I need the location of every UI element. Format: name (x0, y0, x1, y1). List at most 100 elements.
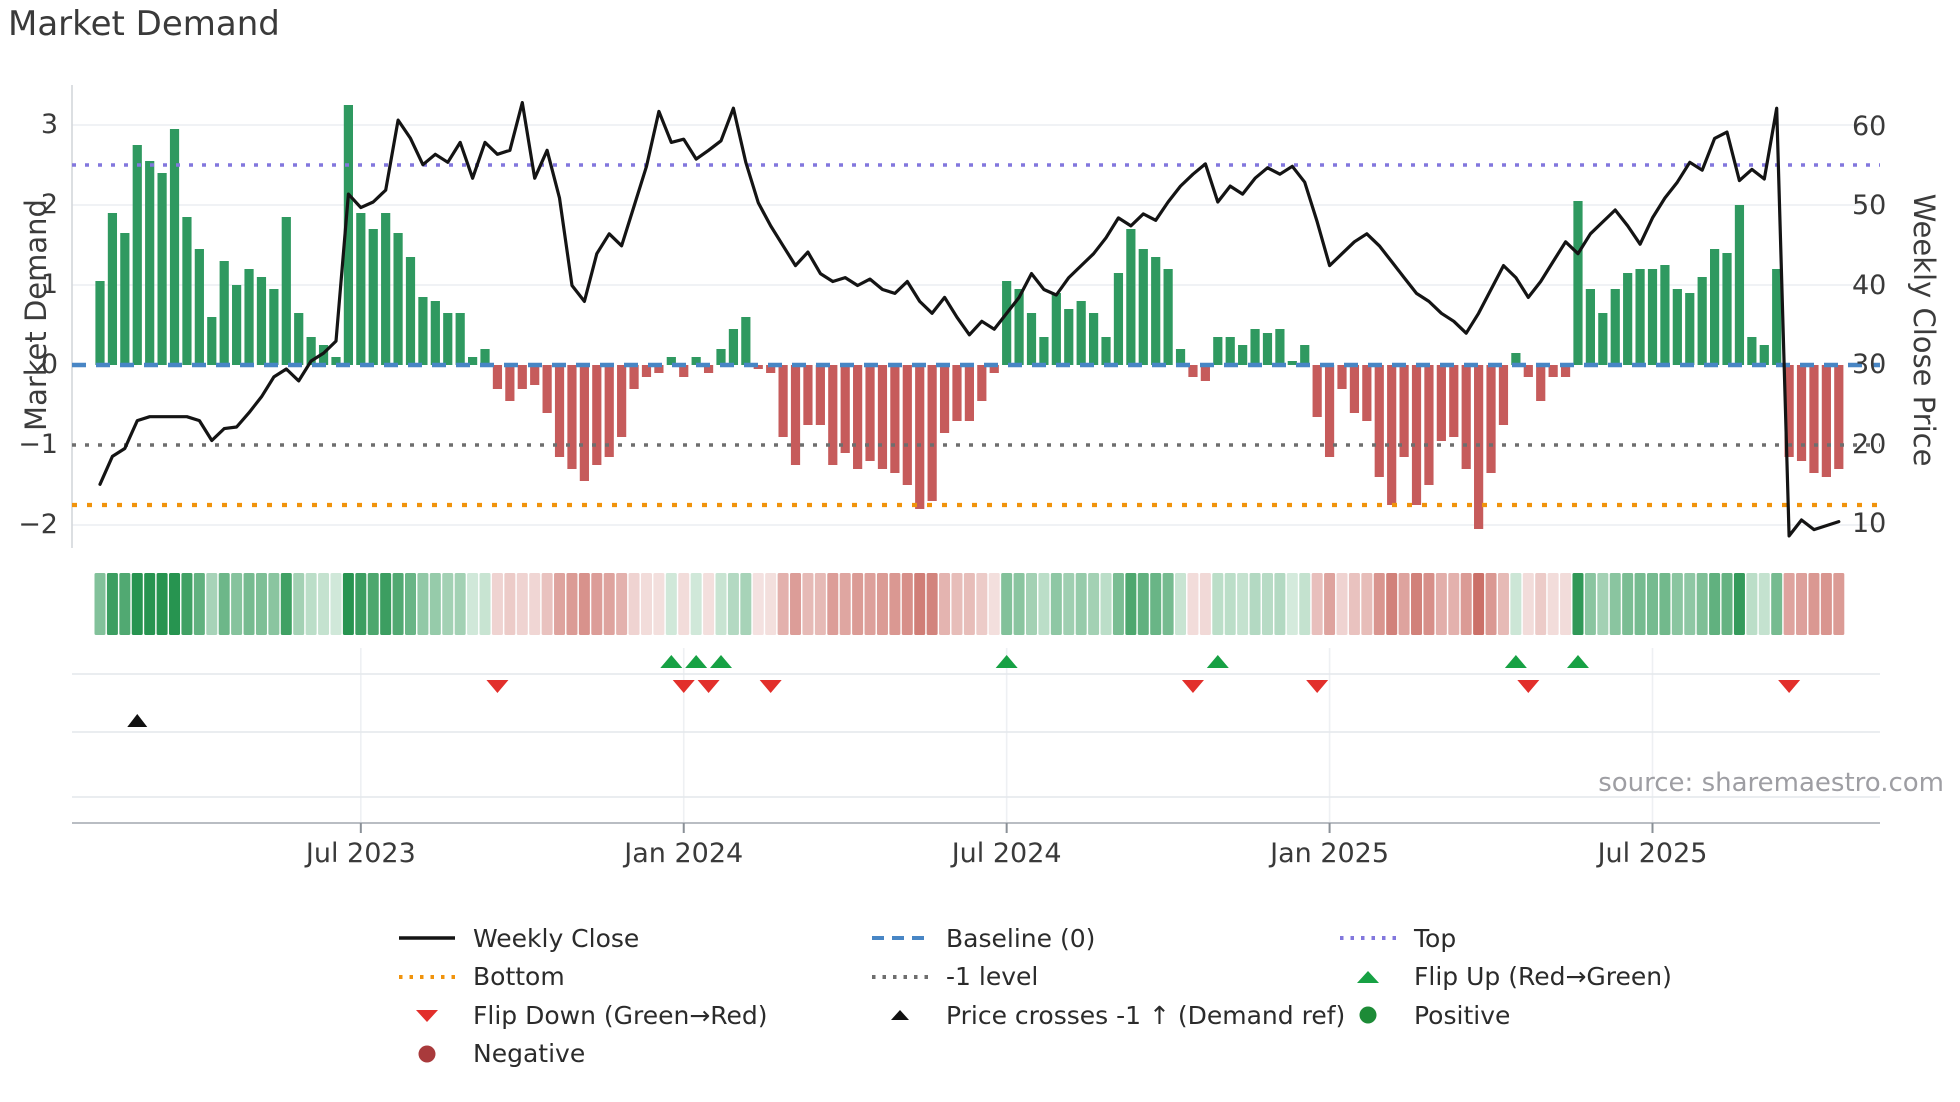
heatmap-cell (1547, 573, 1559, 635)
source-credit: source: sharemaestro.com (1598, 768, 1944, 798)
heatmap-cell (1299, 573, 1311, 635)
heatmap-cell (1348, 573, 1360, 635)
heatmap-cell (1274, 573, 1286, 635)
left-axis-title: Market Demand (19, 199, 53, 431)
legend-flip-up: Flip Up (Red→Green) (1336, 962, 1672, 992)
heatmap-cell (1162, 573, 1174, 635)
heatmap-cell (1721, 573, 1733, 635)
heatmap-cell (852, 573, 864, 635)
heatmap-cell (1659, 573, 1671, 635)
heatmap-cell (1460, 573, 1472, 635)
heatmap-cell (429, 573, 441, 635)
demand-bar-positive (194, 249, 204, 365)
demand-bar-positive (405, 257, 416, 365)
demand-bar-positive (1175, 349, 1186, 365)
heatmap-cell (839, 573, 851, 635)
heatmap-cell (392, 573, 404, 635)
flip-up-marker (660, 655, 683, 668)
demand-bar-negative (505, 365, 515, 401)
reference-lines (72, 163, 1880, 508)
demand-bar-positive (343, 105, 353, 365)
demand-bar-positive (107, 213, 118, 365)
left-tick-label: 3 (40, 109, 58, 140)
heatmap-cell (504, 573, 516, 635)
demand-bar-positive (728, 329, 739, 365)
legend-weekly-close-label: Weekly Close (473, 923, 640, 953)
demand-bar-negative (1834, 365, 1844, 469)
demand-bar-positive (145, 161, 155, 365)
demand-bar-negative (492, 365, 503, 389)
heatmap-cell (318, 573, 330, 635)
heatmap-cell (94, 573, 106, 635)
page-title: Market Demand (8, 4, 280, 44)
demand-bar-negative (604, 365, 614, 457)
demand-bar-negative (1498, 365, 1509, 425)
heatmap-cell (1411, 573, 1423, 635)
heatmap-cell (193, 573, 205, 635)
flip-down-marker (486, 680, 509, 693)
demand-bar-positive (1772, 269, 1782, 365)
demand-bar-negative (1784, 365, 1794, 457)
demand-bar-positive (1610, 289, 1620, 365)
line-dotted-icon (1340, 936, 1396, 940)
heatmap-cell (640, 573, 652, 635)
demand-bar-negative (1349, 365, 1360, 413)
legend-minus1-level-label: -1 level (946, 962, 1039, 991)
heatmap-cell (380, 573, 392, 635)
heatmap-cell (206, 573, 218, 635)
heatmap-cell (616, 573, 628, 635)
flip-down-marker (697, 680, 720, 693)
demand-bar-positive (393, 233, 403, 365)
demand-bar-positive (1623, 273, 1633, 365)
demand-bar-positive (1262, 333, 1273, 365)
demand-bar-positive (157, 173, 167, 365)
demand-bar-positive (443, 313, 453, 365)
heatmap-strip (94, 573, 1845, 635)
heatmap-cell (231, 573, 243, 635)
legend-baseline-label: Baseline (0) (946, 923, 1096, 953)
demand-bar-negative (877, 365, 888, 469)
demand-bar-negative (579, 365, 589, 481)
heatmap-cell (1125, 573, 1137, 635)
heatmap-cell (106, 573, 118, 635)
heatmap-cell (740, 573, 752, 635)
demand-bar-positive (1635, 269, 1645, 365)
heatmap-cell (1560, 573, 1572, 635)
heatmap-cell (1261, 573, 1273, 635)
heatmap-cell (1647, 573, 1658, 635)
demand-bar-positive (1076, 301, 1086, 365)
legend-bottom-label: Bottom (473, 962, 565, 991)
heatmap-cell (405, 573, 416, 635)
demand-bar-negative (939, 365, 950, 433)
heatmap-cell (467, 573, 479, 635)
demand-bar-positive (1275, 329, 1285, 365)
heatmap-cell (914, 573, 926, 635)
legend-flip-down-label: Flip Down (Green→Red) (473, 1000, 768, 1030)
heatmap-cell (665, 573, 677, 635)
heatmap-cell (1112, 573, 1124, 635)
demand-bar-positive (468, 357, 478, 365)
heatmap-cell (790, 573, 802, 635)
legend-positive: Positive (1336, 1000, 1510, 1030)
heatmap-cell (1448, 573, 1460, 635)
demand-bar-negative (1548, 365, 1558, 377)
demand-bar-positive (182, 217, 192, 365)
heatmap-cell (169, 573, 181, 635)
flip-up-marker (685, 655, 708, 668)
heatmap-cell (305, 573, 317, 635)
heatmap-cell (1758, 573, 1770, 635)
demand-bar-positive (1598, 313, 1608, 365)
right-tick-label: 10 (1852, 508, 1887, 539)
heatmap-cell (1187, 573, 1199, 635)
demand-bar-positive (368, 229, 378, 365)
demand-bar-positive (430, 301, 440, 365)
heatmap-cell (901, 573, 913, 635)
heatmap-cell (814, 573, 826, 635)
heatmap-cell (1746, 573, 1758, 635)
demand-bar-negative (815, 365, 825, 425)
demand-bar-positive (418, 297, 428, 365)
demand-bar-negative (890, 365, 900, 473)
demand-bar-negative (865, 365, 875, 461)
heatmap-cell (1063, 573, 1075, 635)
demand-bar-positive (1026, 313, 1037, 365)
